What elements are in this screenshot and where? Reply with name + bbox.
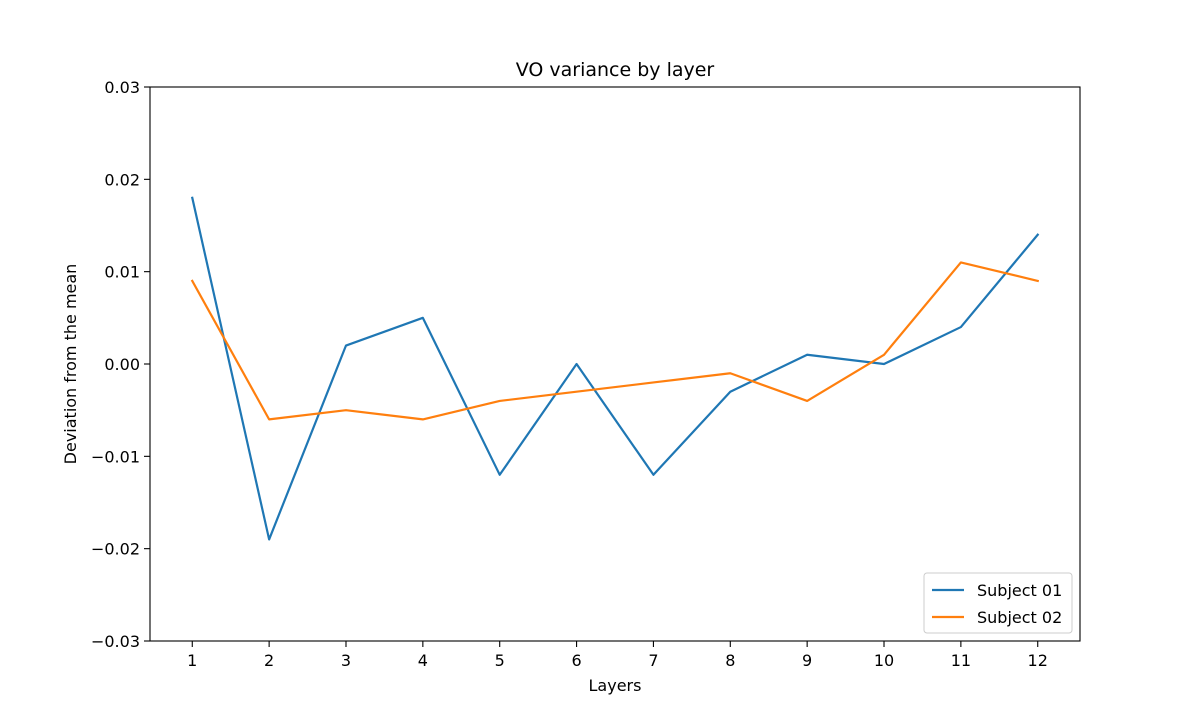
y-tick-label: −0.03 [91, 632, 140, 651]
y-tick-label: −0.02 [91, 540, 140, 559]
y-axis-label: Deviation from the mean [61, 264, 80, 465]
x-tick-label: 10 [874, 651, 894, 670]
x-tick-label: 12 [1028, 651, 1048, 670]
x-tick-label: 11 [951, 651, 971, 670]
x-tick-label: 1 [187, 651, 197, 670]
x-tick-label: 3 [341, 651, 351, 670]
x-tick-label: 8 [725, 651, 735, 670]
x-tick-label: 4 [418, 651, 428, 670]
y-tick-label: −0.01 [91, 447, 140, 466]
x-tick-label: 6 [571, 651, 581, 670]
chart-title: VO variance by layer [516, 59, 715, 81]
y-tick-label: 0.00 [104, 355, 140, 374]
x-tick-label: 5 [495, 651, 505, 670]
legend-label: Subject 01 [977, 581, 1062, 600]
x-tick-label: 2 [264, 651, 274, 670]
y-tick-label: 0.01 [104, 263, 140, 282]
x-axis-label: Layers [589, 676, 642, 695]
x-tick-label: 7 [648, 651, 658, 670]
y-tick-label: 0.02 [104, 170, 140, 189]
legend-label: Subject 02 [977, 608, 1062, 627]
legend: Subject 01 Subject 02 [924, 573, 1072, 633]
y-tick-label: 0.03 [104, 78, 140, 97]
x-tick-label: 9 [802, 651, 812, 670]
